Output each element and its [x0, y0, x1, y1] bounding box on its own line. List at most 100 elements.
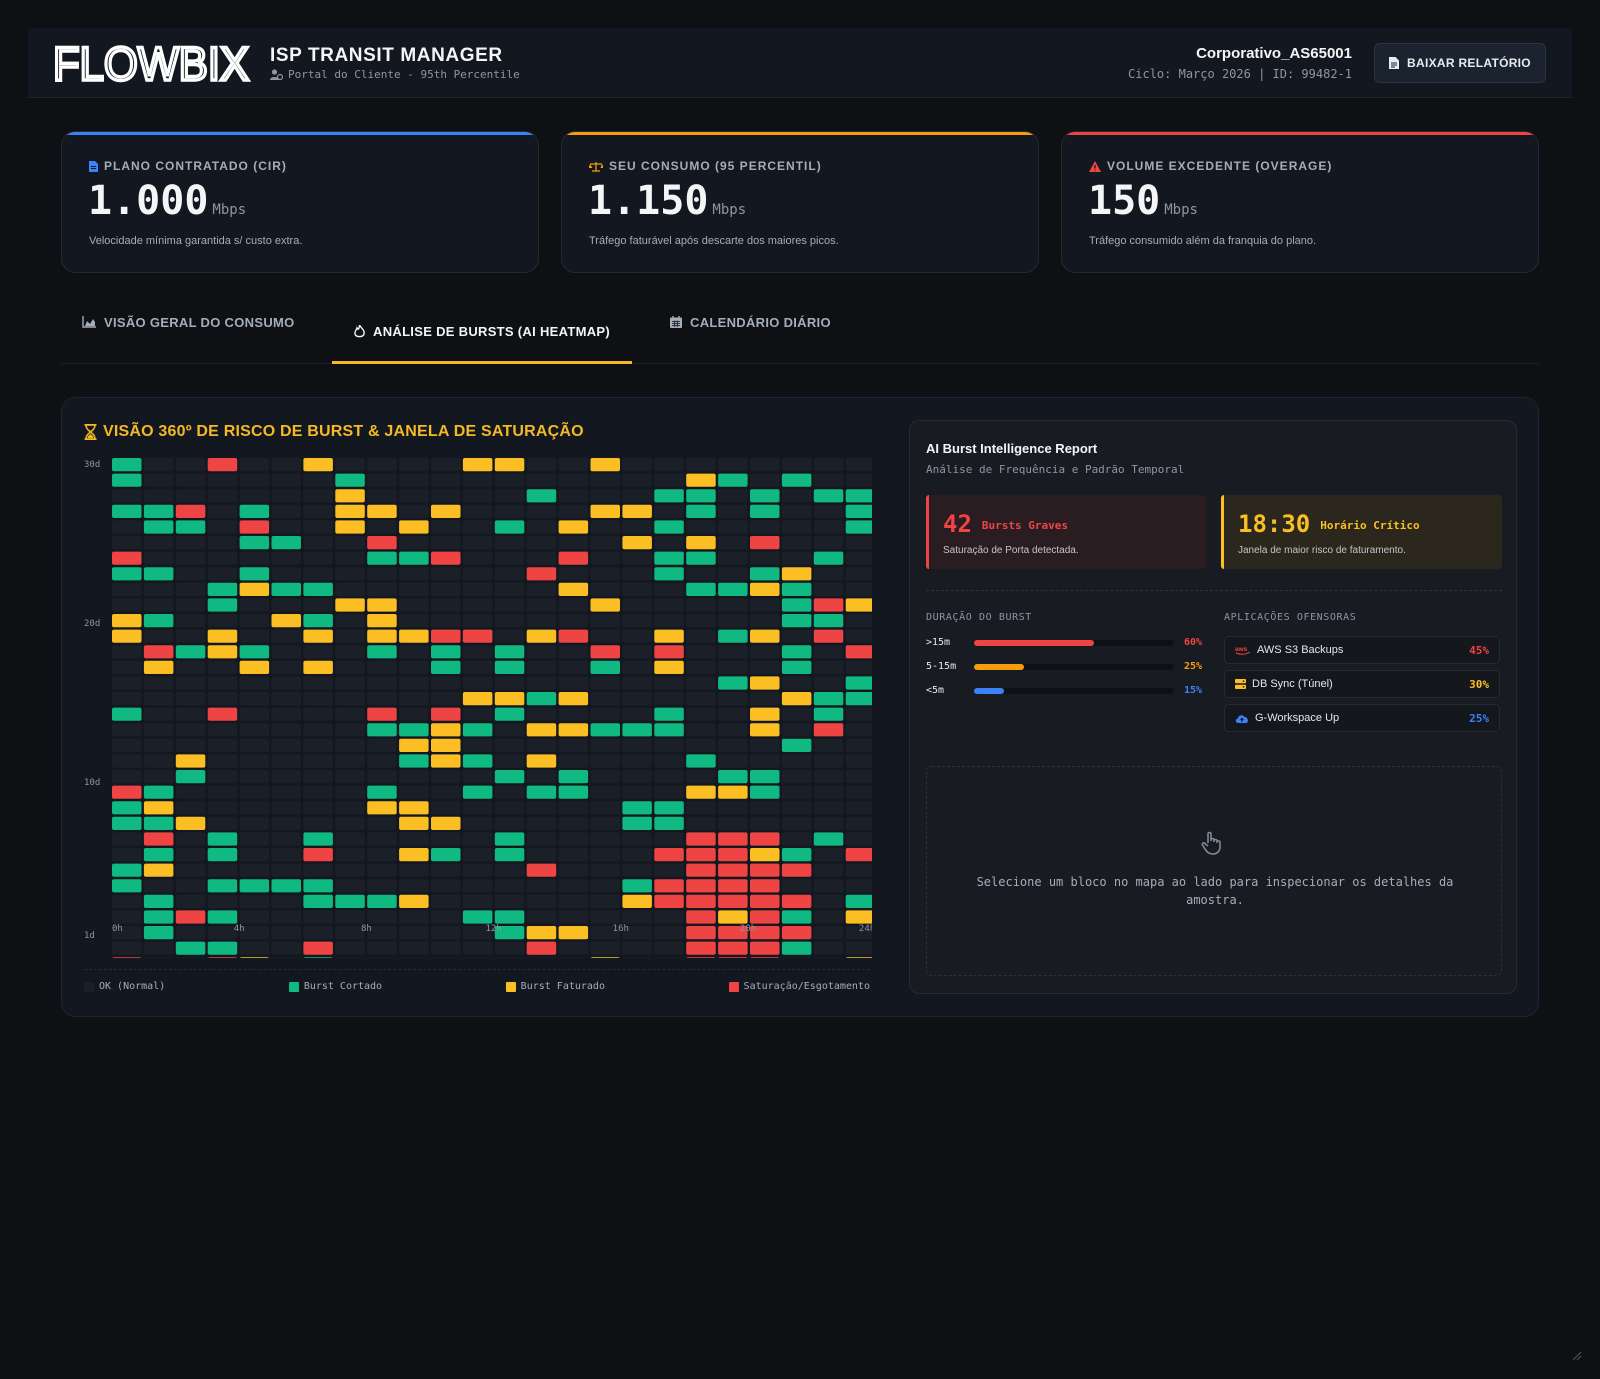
- heatmap-cell[interactable]: [335, 754, 365, 768]
- heatmap-cell[interactable]: [399, 489, 429, 503]
- heatmap-cell[interactable]: [143, 520, 174, 534]
- heatmap-cell[interactable]: [112, 707, 142, 721]
- heatmap-cell[interactable]: [845, 879, 872, 893]
- heatmap-cell[interactable]: [399, 676, 429, 690]
- heatmap-cell[interactable]: [335, 614, 365, 628]
- heatmap-cell[interactable]: [526, 863, 557, 877]
- heatmap-cell[interactable]: [399, 894, 429, 908]
- heatmap-cell[interactable]: [303, 614, 333, 628]
- heatmap-cell[interactable]: [590, 941, 621, 955]
- heatmap-cell[interactable]: [207, 941, 238, 955]
- heatmap-cell[interactable]: [399, 629, 429, 643]
- heatmap-cell[interactable]: [494, 723, 525, 737]
- heatmap-cell[interactable]: [718, 473, 748, 487]
- heatmap-cell[interactable]: [335, 957, 365, 958]
- heatmap-cell[interactable]: [590, 520, 621, 534]
- heatmap-cell[interactable]: [654, 832, 684, 846]
- heatmap-cell[interactable]: [526, 801, 557, 815]
- heatmap-cell[interactable]: [781, 473, 812, 487]
- heatmap-cell[interactable]: [144, 957, 174, 958]
- heatmap-cell[interactable]: [813, 582, 844, 596]
- heatmap-cell[interactable]: [558, 676, 589, 690]
- heatmap-cell[interactable]: [462, 910, 493, 924]
- heatmap-cell[interactable]: [686, 910, 716, 924]
- heatmap-cell[interactable]: [367, 676, 397, 690]
- heatmap-cell[interactable]: [654, 473, 684, 487]
- heatmap-cell[interactable]: [845, 738, 872, 752]
- heatmap-cell[interactable]: [813, 536, 844, 550]
- heatmap-cell[interactable]: [686, 738, 716, 752]
- heatmap-cell[interactable]: [590, 785, 621, 799]
- heatmap-cell[interactable]: [367, 941, 397, 955]
- heatmap-cell[interactable]: [782, 957, 812, 958]
- heatmap-cell[interactable]: [271, 567, 302, 581]
- heatmap-cell[interactable]: [335, 645, 365, 659]
- heatmap-cell[interactable]: [367, 894, 397, 908]
- heatmap-cell[interactable]: [750, 536, 780, 550]
- heatmap-cell[interactable]: [239, 848, 270, 862]
- heatmap-cell[interactable]: [239, 941, 270, 955]
- heatmap-cell[interactable]: [845, 832, 872, 846]
- heatmap-cell[interactable]: [367, 848, 397, 862]
- heatmap-cell[interactable]: [527, 957, 557, 958]
- heatmap-cell[interactable]: [112, 629, 142, 643]
- heatmap-cell[interactable]: [367, 473, 397, 487]
- heatmap-cell[interactable]: [558, 707, 589, 721]
- heatmap-cell[interactable]: [112, 941, 142, 955]
- heatmap-cell[interactable]: [622, 489, 652, 503]
- heatmap-cell[interactable]: [462, 879, 493, 893]
- heatmap-cell[interactable]: [813, 598, 844, 612]
- heatmap-cell[interactable]: [718, 910, 748, 924]
- heatmap-cell[interactable]: [622, 536, 652, 550]
- heatmap-cell[interactable]: [303, 489, 333, 503]
- heatmap-cell[interactable]: [494, 520, 525, 534]
- heatmap-cell[interactable]: [462, 520, 493, 534]
- heatmap-cell[interactable]: [399, 941, 429, 955]
- heatmap-cell[interactable]: [526, 458, 557, 472]
- heatmap-cell[interactable]: [494, 473, 525, 487]
- heatmap-cell[interactable]: [654, 567, 684, 581]
- heatmap-cell[interactable]: [590, 957, 621, 958]
- heatmap-cell[interactable]: [526, 770, 557, 784]
- heatmap-cell[interactable]: [271, 879, 302, 893]
- heatmap-cell[interactable]: [622, 754, 652, 768]
- heatmap-cell[interactable]: [750, 551, 780, 565]
- heatmap-cell[interactable]: [431, 692, 461, 706]
- heatmap-cell[interactable]: [622, 738, 652, 752]
- heatmap-cell[interactable]: [207, 848, 238, 862]
- heatmap-cell[interactable]: [494, 645, 525, 659]
- heatmap-cell[interactable]: [494, 910, 525, 924]
- heatmap-cell[interactable]: [718, 536, 748, 550]
- heatmap-cell[interactable]: [175, 551, 206, 565]
- heatmap-cell[interactable]: [590, 926, 621, 940]
- app-row-db-sync[interactable]: DB Sync (Túnel) 30%: [1224, 670, 1500, 698]
- heatmap-cell[interactable]: [176, 957, 206, 958]
- heatmap-cell[interactable]: [335, 848, 365, 862]
- heatmap-cell[interactable]: [271, 645, 302, 659]
- heatmap-cell[interactable]: [654, 754, 684, 768]
- heatmap-cell[interactable]: [367, 504, 397, 518]
- heatmap-cell[interactable]: [239, 614, 270, 628]
- heatmap-cell[interactable]: [112, 957, 142, 958]
- heatmap-cell[interactable]: [718, 582, 748, 596]
- heatmap-cell[interactable]: [813, 489, 844, 503]
- heatmap-cell[interactable]: [494, 738, 525, 752]
- heatmap-cell[interactable]: [686, 848, 716, 862]
- heatmap-cell[interactable]: [590, 582, 621, 596]
- heatmap-cell[interactable]: [431, 473, 461, 487]
- heatmap-cell[interactable]: [239, 567, 270, 581]
- heatmap-cell[interactable]: [686, 879, 716, 893]
- heatmap-cell[interactable]: [622, 692, 652, 706]
- heatmap-cell[interactable]: [781, 504, 812, 518]
- heatmap-cell[interactable]: [845, 863, 872, 877]
- heatmap-cell[interactable]: [750, 770, 780, 784]
- heatmap-cell[interactable]: [590, 754, 621, 768]
- heatmap-cell[interactable]: [654, 957, 684, 958]
- heatmap-cell[interactable]: [431, 738, 461, 752]
- heatmap-cell[interactable]: [271, 863, 302, 877]
- heatmap-cell[interactable]: [271, 489, 302, 503]
- heatmap-cell[interactable]: [462, 567, 493, 581]
- heatmap-cell[interactable]: [686, 504, 716, 518]
- heatmap-cell[interactable]: [303, 863, 333, 877]
- heatmap-cell[interactable]: [558, 598, 589, 612]
